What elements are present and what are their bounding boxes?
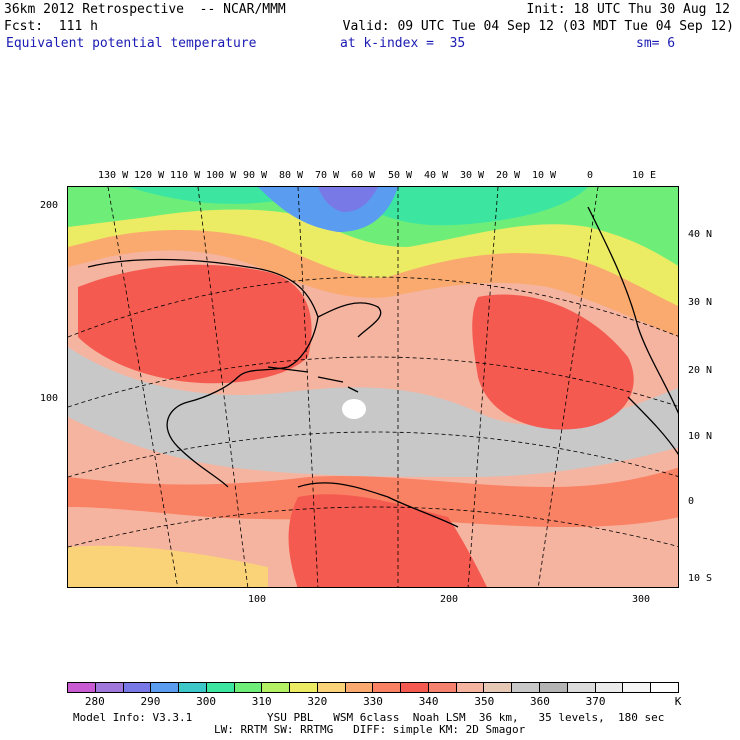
colorbar-label: 370 — [585, 695, 606, 708]
colorbar-label: 360 — [529, 695, 550, 708]
band-360 — [68, 347, 678, 477]
grid-label-bottom-200: 200 — [440, 594, 459, 605]
colorbar — [67, 682, 679, 693]
colorbar-label: 290 — [140, 695, 161, 708]
colorbar-segment — [234, 683, 263, 692]
colorbar-segment — [540, 683, 568, 692]
grid-label-left-100: 100 — [40, 393, 59, 404]
colorbar-segment — [651, 683, 678, 692]
colorbar-label: 320 — [307, 695, 328, 708]
colorbar-label: 330 — [363, 695, 383, 708]
header-forecast-hour: Fcst: 111 h — [4, 19, 98, 34]
colorbar-label: 340 — [418, 695, 439, 708]
field-name: Equivalent potential temperature — [6, 36, 257, 51]
colorbar-label: 310 — [251, 695, 272, 708]
colorbar-segment — [206, 683, 235, 692]
colorbar-segment — [595, 683, 624, 692]
colorbar-segment — [484, 683, 513, 692]
smoothing-value: sm= 6 — [636, 36, 676, 51]
colorbar-segment — [428, 683, 457, 692]
grid-label-bottom-100: 100 — [248, 594, 267, 605]
header-title: 36km 2012 Retrospective -- NCAR/MMM — [4, 2, 286, 17]
colorbar-segment — [95, 683, 124, 692]
grid-label-left-200: 200 — [40, 200, 59, 211]
longitude-label: 60 W — [351, 170, 376, 181]
colorbar-label: 350 — [474, 695, 495, 708]
colorbar-segment — [345, 683, 374, 692]
band-south-pacific — [68, 545, 268, 587]
colorbar-segment — [317, 683, 346, 692]
colorbar-segment — [123, 683, 152, 692]
graticule — [68, 187, 678, 587]
theta-e-map — [68, 187, 678, 587]
longitude-label: 90 W — [243, 170, 268, 181]
longitude-label: 120 W — [134, 170, 165, 181]
longitude-label: 10 W — [532, 170, 557, 181]
colorbar-segment — [401, 683, 429, 692]
coastlines — [87, 206, 678, 528]
longitude-label: 20 W — [496, 170, 521, 181]
colorbar-label: 280 — [84, 695, 105, 708]
longitude-label: 30 W — [460, 170, 485, 181]
latitude-label: 40 N — [688, 229, 713, 240]
colorbar-segment — [179, 683, 207, 692]
footer-physics-1: YSU PBL WSM 6class Noah LSM 36 km, 35 le… — [267, 711, 665, 724]
latitude-label: 10 S — [688, 573, 713, 584]
colorbar-segment — [623, 683, 652, 692]
footer-physics-2: LW: RRTM SW: RRTMG DIFF: simple KM: 2D S… — [214, 723, 526, 736]
longitude-label: 40 W — [424, 170, 449, 181]
colorbar-segment — [290, 683, 318, 692]
hot-atlantic — [472, 294, 634, 430]
map-panel — [67, 186, 679, 588]
header-valid-time: Valid: 09 UTC Tue 04 Sep 12 (03 MDT Tue … — [342, 19, 734, 34]
hurricane-core — [342, 399, 366, 419]
colorbar-segment — [262, 683, 291, 692]
colorbar-unit: K — [674, 695, 682, 708]
longitude-label: 100 W — [206, 170, 237, 181]
colorbar-label: 300 — [196, 695, 217, 708]
latitude-label: 20 N — [688, 365, 713, 376]
level-index: at k-index = 35 — [340, 36, 466, 51]
latitude-label: 0 — [688, 496, 695, 507]
band-340 — [68, 467, 678, 527]
hot-us — [78, 264, 312, 384]
longitude-label: 50 W — [388, 170, 413, 181]
grid-label-bottom-300: 300 — [632, 594, 651, 605]
colorbar-segment — [456, 683, 485, 692]
longitude-label: 0 — [587, 170, 594, 181]
header-init-time: Init: 18 UTC Thu 30 Aug 12 — [526, 2, 731, 17]
band-280 — [318, 187, 378, 212]
longitude-label: 70 W — [315, 170, 340, 181]
colorbar-segment — [151, 683, 180, 692]
longitude-label: 110 W — [170, 170, 201, 181]
colorbar-segment — [512, 683, 541, 692]
footer-model-info: Model Info: V3.3.1 — [73, 711, 193, 724]
latitude-label: 30 N — [688, 297, 713, 308]
longitude-label: 130 W — [98, 170, 129, 181]
longitude-label: 10 E — [632, 170, 657, 181]
colorbar-segment — [567, 683, 596, 692]
colorbar-segment — [373, 683, 402, 692]
latitude-label: 10 N — [688, 431, 713, 442]
longitude-label: 80 W — [279, 170, 304, 181]
colorbar-segment — [68, 683, 96, 692]
